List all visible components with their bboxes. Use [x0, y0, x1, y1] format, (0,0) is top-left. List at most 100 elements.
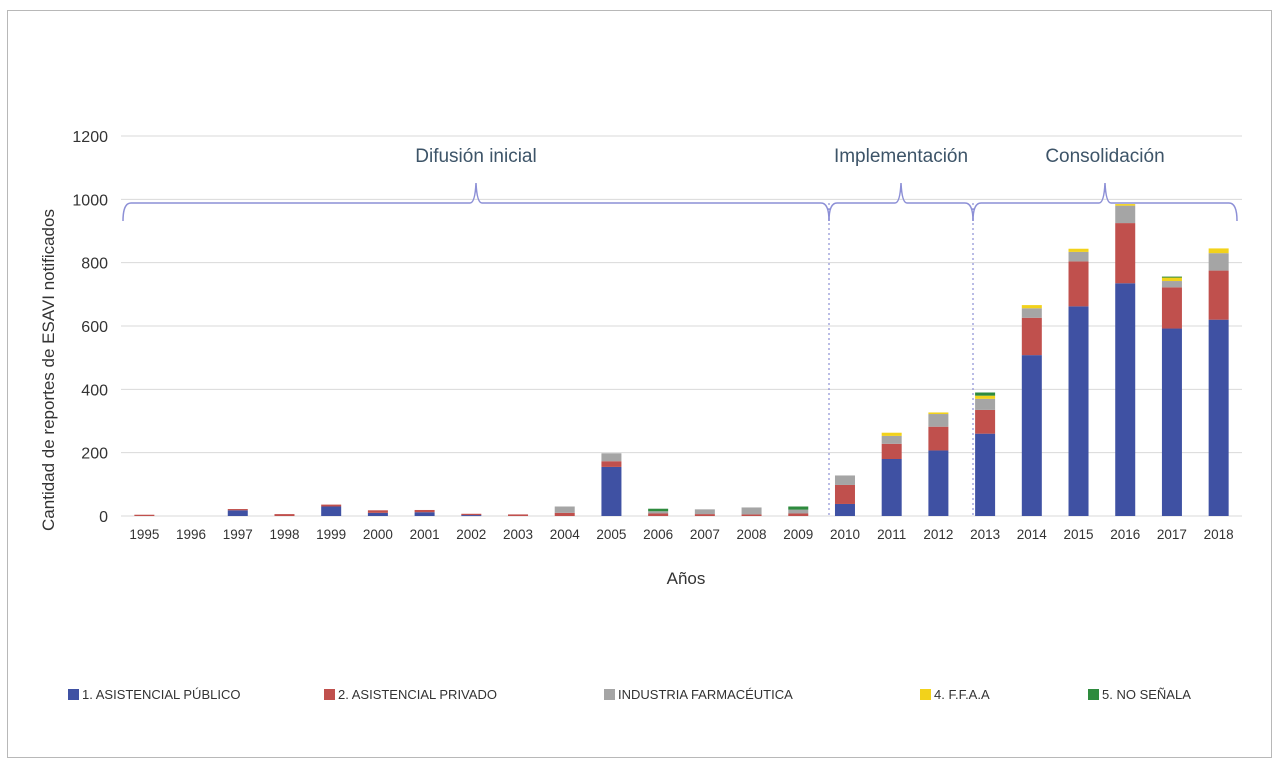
bar-segment: [1208, 319, 1229, 516]
bar-segment: [881, 435, 902, 444]
bar-segment: [741, 514, 762, 516]
x-tick-label: 2007: [690, 527, 720, 542]
bar-segment: [367, 510, 388, 513]
y-tick-label: 200: [81, 446, 108, 463]
legend-item: 1. ASISTENCIAL PÚBLICO: [68, 687, 240, 702]
x-tick-label: 2012: [923, 527, 953, 542]
bar-segment: [881, 443, 902, 459]
x-tick-label: 2006: [643, 527, 673, 542]
legend-swatch: [604, 689, 615, 700]
bar-segment: [788, 513, 809, 516]
x-tick-label: 1999: [316, 527, 346, 542]
bar-segment: [274, 514, 295, 516]
bar-segment: [1161, 287, 1182, 329]
bar-segment: [367, 512, 388, 516]
bar-segment: [461, 515, 482, 517]
bar-segment: [975, 392, 996, 396]
legend-item: 5. NO SEÑALA: [1088, 687, 1191, 702]
bar-segment: [1115, 223, 1136, 284]
bar-segment: [975, 409, 996, 434]
bar-segment: [1208, 253, 1229, 271]
bar-segment: [134, 514, 155, 516]
bar-segment: [1161, 277, 1182, 282]
bar-segment: [1115, 205, 1136, 224]
legend-label: INDUSTRIA FARMACÉUTICA: [618, 687, 793, 702]
bar-segment: [741, 507, 762, 515]
bar-segment: [834, 503, 855, 516]
x-tick-label: 2009: [783, 527, 813, 542]
bar-segment: [227, 510, 248, 516]
bar-segment: [928, 450, 949, 516]
y-tick-label: 600: [81, 319, 108, 336]
x-tick-label: 2014: [1017, 527, 1048, 542]
legend-swatch: [1088, 689, 1099, 700]
bar-segment: [1161, 328, 1182, 516]
legend-label: 4. F.F.A.A: [934, 687, 990, 702]
bar-segment: [321, 504, 342, 507]
y-tick-label: 1000: [72, 192, 108, 209]
y-tick-label: 800: [81, 256, 108, 273]
legend-item: 4. F.F.A.A: [920, 687, 990, 702]
bar-segment: [508, 514, 529, 516]
x-tick-label: 2000: [363, 527, 393, 542]
x-tick-label: 1998: [269, 527, 299, 542]
x-tick-label: 2003: [503, 527, 533, 542]
bar-segment: [1115, 283, 1136, 516]
bar-segment: [321, 506, 342, 516]
bar-segment: [975, 433, 996, 516]
bar-segment: [601, 453, 622, 462]
legend-swatch: [324, 689, 335, 700]
bar-segment: [554, 506, 575, 513]
bar-segment: [1161, 281, 1182, 288]
phase-label: Consolidación: [1045, 146, 1164, 167]
x-tick-label: 1997: [223, 527, 253, 542]
x-tick-label: 2017: [1157, 527, 1187, 542]
bar-segment: [648, 511, 669, 514]
phase-label: Difusión inicial: [415, 146, 536, 167]
bar-segment: [227, 509, 248, 511]
legend-label: 5. NO SEÑALA: [1102, 687, 1191, 702]
phase-label: Implementación: [834, 146, 968, 167]
bar-segment: [881, 459, 902, 516]
legend-swatch: [920, 689, 931, 700]
phase-brace: [828, 182, 974, 222]
legend-label: 1. ASISTENCIAL PÚBLICO: [82, 687, 241, 702]
bar-segment: [1068, 261, 1089, 307]
bar-segment: [1068, 248, 1089, 252]
x-tick-label: 2002: [456, 527, 486, 542]
bar-segment: [648, 513, 669, 516]
phase-brace: [972, 182, 1238, 222]
x-tick-label: 1995: [129, 527, 159, 542]
bar-segment: [554, 512, 575, 516]
x-tick-label: 2016: [1110, 527, 1140, 542]
bar-segment: [788, 506, 809, 510]
chart-frame: [7, 10, 1272, 758]
bar-segment: [648, 508, 669, 512]
legend-swatch: [68, 689, 79, 700]
bar-segment: [928, 426, 949, 451]
bar-segment: [975, 395, 996, 399]
x-tick-label: 2018: [1204, 527, 1234, 542]
bar-segment: [834, 484, 855, 504]
bar-segment: [694, 509, 715, 515]
x-axis-title: Años: [667, 569, 706, 588]
bar-segment: [975, 398, 996, 410]
y-axis-title: Cantidad de reportes de ESAVI notificado…: [39, 209, 58, 531]
bar-segment: [1021, 317, 1042, 356]
bar-segment: [928, 412, 949, 415]
bar-segment: [1115, 204, 1136, 206]
phase-brace: [122, 182, 830, 222]
legend-label: 2. ASISTENCIAL PRIVADO: [338, 687, 497, 702]
x-tick-label: 2001: [410, 527, 440, 542]
bar-segment: [461, 513, 482, 516]
x-tick-label: 2005: [596, 527, 626, 542]
y-tick-label: 1200: [72, 129, 108, 146]
bar-segment: [834, 475, 855, 485]
legend-item: INDUSTRIA FARMACÉUTICA: [604, 687, 793, 702]
x-tick-label: 2008: [737, 527, 767, 542]
bar-segment: [1161, 276, 1182, 278]
bar-segment: [881, 432, 902, 436]
bar-segment: [414, 512, 435, 516]
chart-legend: 1. ASISTENCIAL PÚBLICO 2. ASISTENCIAL PRI…: [0, 687, 1282, 711]
bar-segment: [1021, 308, 1042, 318]
